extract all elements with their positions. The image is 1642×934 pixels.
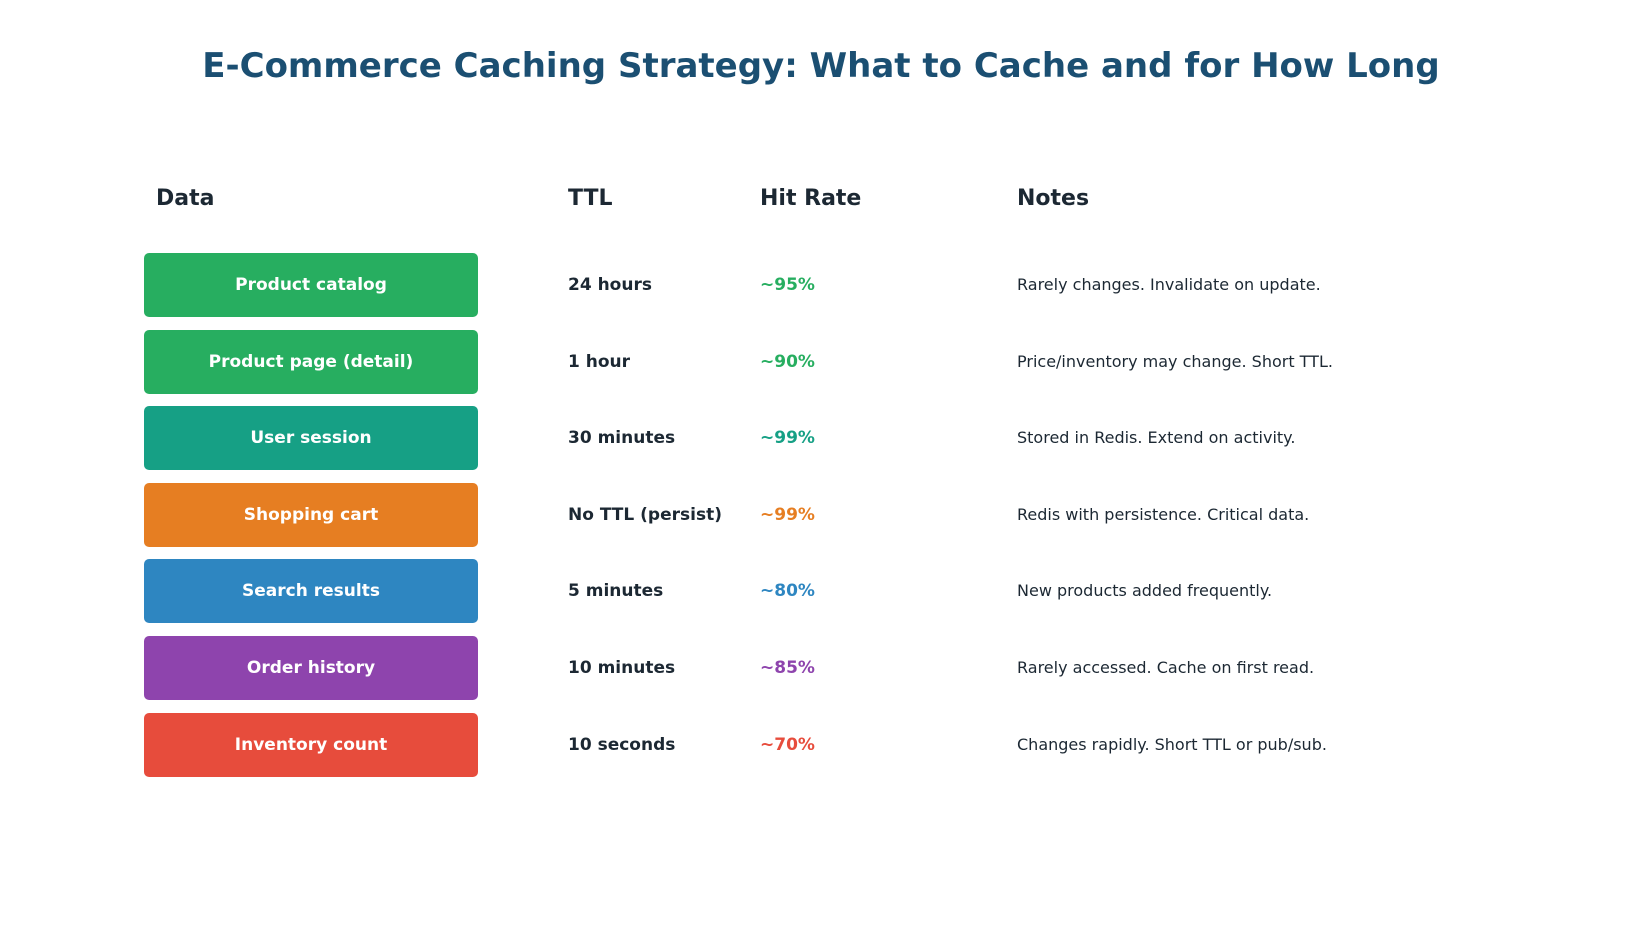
data-label-box: Shopping cart (144, 482, 478, 547)
data-label: Product page (detail) (208, 351, 414, 372)
hit-rate-value: ~90% (760, 351, 815, 372)
ttl-value: 1 hour (568, 351, 631, 372)
hit-rate-value: ~80% (760, 581, 815, 602)
hit-rate-value: ~95% (760, 275, 815, 295)
header-data: Data (156, 186, 215, 211)
data-label: Order history (246, 658, 376, 678)
ttl-value: 30 minutes (568, 428, 676, 449)
ttl-value: No TTL (persist) (568, 504, 722, 525)
notes-text: Changes rapidly. Short TTL or pub/sub. (1017, 734, 1327, 754)
table-row: Product catalog 24 hours ~95% Rarely cha… (0, 253, 1642, 317)
data-label: User session (250, 428, 372, 449)
data-label: Product catalog (235, 275, 387, 295)
hit-rate-value: ~99% (760, 428, 815, 449)
data-label-box: Inventory count (144, 712, 478, 777)
page-title: E-Commerce Caching Strategy: What to Cac… (202, 46, 1440, 86)
hit-rate-value: ~99% (760, 504, 815, 525)
data-label-box: Product catalog (144, 253, 478, 317)
hit-rate-value: ~70% (760, 734, 815, 755)
ttl-value: 5 minutes (568, 581, 664, 602)
table-row: Product page (detail) 1 hour ~90% Price/… (0, 329, 1642, 394)
ttl-value: 24 hours (568, 275, 652, 295)
table-row: Order history 10 minutes ~85% Rarely acc… (0, 636, 1642, 700)
ttl-value: 10 minutes (568, 658, 676, 678)
table-row: User session 30 minutes ~99% Stored in R… (0, 406, 1642, 471)
header-notes: Notes (1017, 186, 1090, 211)
data-label-box: Search results (144, 559, 478, 624)
notes-text: Rarely accessed. Cache on first read. (1017, 658, 1315, 677)
data-label-box: Product page (detail) (144, 329, 478, 394)
notes-text: Rarely changes. Invalidate on update. (1017, 275, 1321, 294)
hit-rate-value: ~85% (760, 658, 815, 678)
notes-text: Stored in Redis. Extend on activity. (1017, 428, 1296, 448)
ttl-value: 10 seconds (568, 734, 676, 755)
notes-text: Redis with persistence. Critical data. (1017, 504, 1310, 524)
table-row: Search results 5 minutes ~80% New produc… (0, 559, 1642, 624)
data-label-box: User session (144, 406, 478, 471)
data-label: Search results (242, 581, 380, 602)
header-hit-rate: Hit Rate (760, 186, 862, 211)
table-row: Shopping cart No TTL (persist) ~99% Redi… (0, 482, 1642, 547)
data-label: Shopping cart (243, 504, 379, 525)
table-row: Inventory count 10 seconds ~70% Changes … (0, 712, 1642, 777)
notes-text: Price/inventory may change. Short TTL. (1017, 351, 1333, 371)
notes-text: New products added frequently. (1017, 581, 1273, 601)
data-label-box: Order history (144, 636, 478, 700)
data-label: Inventory count (234, 734, 388, 755)
header-ttl: TTL (568, 186, 613, 211)
